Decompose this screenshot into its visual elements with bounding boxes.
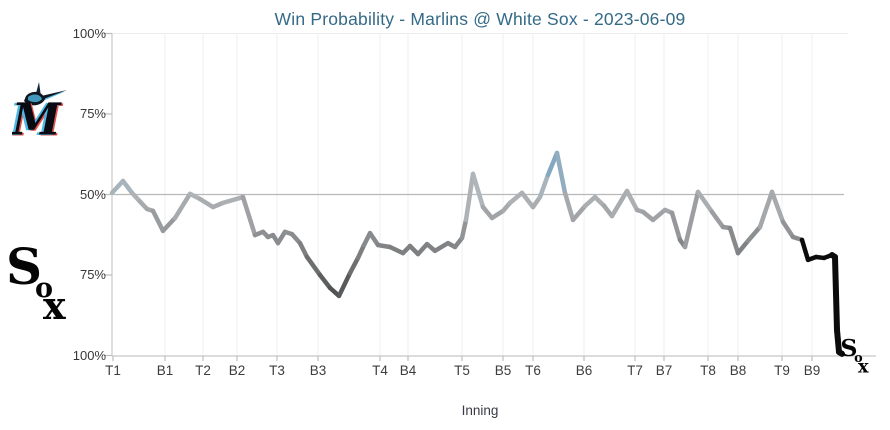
y-tick-label: 100% bbox=[72, 25, 106, 41]
x-tick-label: T8 bbox=[700, 363, 716, 378]
x-tick-label: T6 bbox=[525, 363, 541, 378]
x-tick-label: B2 bbox=[228, 363, 246, 378]
x-tick-label: B3 bbox=[309, 363, 327, 378]
x-tick-label: B8 bbox=[729, 363, 747, 378]
x-tick-label: T7 bbox=[627, 363, 643, 378]
marlin-fish-icon bbox=[24, 82, 67, 106]
svg-text:x: x bbox=[43, 283, 66, 322]
x-tick-label: T9 bbox=[774, 363, 790, 378]
white-sox-endpoint-logo: S o x bbox=[840, 336, 869, 374]
x-axis-title: Inning bbox=[461, 403, 499, 418]
x-tick-label: B4 bbox=[399, 363, 417, 378]
x-tick-label: T2 bbox=[195, 363, 211, 378]
marlins-letter-group: M M M bbox=[12, 95, 64, 141]
x-tick-label: B9 bbox=[803, 363, 821, 378]
x-tick-label: T4 bbox=[372, 363, 388, 378]
svg-text:S: S bbox=[840, 336, 857, 362]
x-tick-label: T5 bbox=[454, 363, 470, 378]
sox-letters-small: S o x bbox=[840, 336, 869, 374]
white-sox-logo: S o x bbox=[6, 242, 66, 322]
svg-text:o: o bbox=[854, 351, 863, 366]
y-tick-label: 100% bbox=[72, 347, 106, 363]
x-tick-label: B6 bbox=[575, 363, 593, 378]
y-tick-label: 50% bbox=[79, 186, 106, 202]
svg-text:M: M bbox=[12, 96, 64, 141]
svg-text:x: x bbox=[858, 357, 869, 374]
chart-title: Win Probability - Marlins @ White Sox - … bbox=[274, 9, 686, 29]
sox-letters: S o x bbox=[6, 242, 66, 322]
marlins-logo: M M M bbox=[12, 82, 67, 141]
x-tick-label: T1 bbox=[105, 363, 121, 378]
svg-text:M: M bbox=[12, 95, 62, 141]
y-tick-label: 75% bbox=[79, 106, 106, 121]
x-tick-label: B1 bbox=[156, 363, 174, 378]
svg-text:o: o bbox=[35, 273, 53, 304]
svg-text:S: S bbox=[6, 242, 42, 296]
x-tick-label: B7 bbox=[655, 363, 673, 378]
x-tick-label: T3 bbox=[269, 363, 285, 378]
svg-text:M: M bbox=[12, 95, 60, 140]
x-tick-label: B5 bbox=[494, 363, 512, 378]
y-tick-label: 75% bbox=[79, 267, 106, 282]
